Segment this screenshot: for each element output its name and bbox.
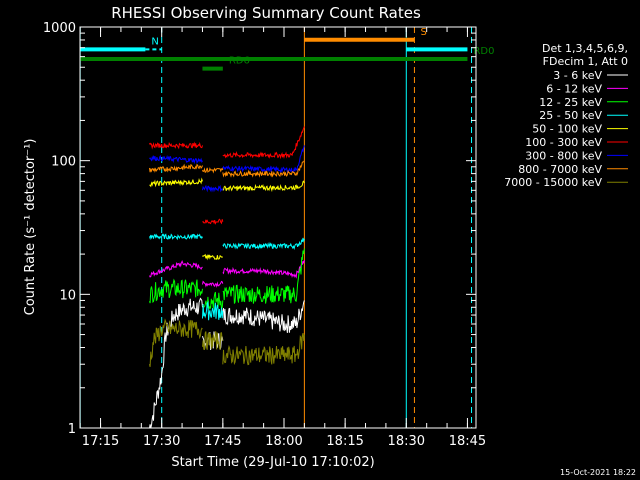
series-4-segment-2 — [222, 180, 305, 193]
legend-entry-7: 800 - 7000 keV — [518, 163, 602, 176]
series-7-segment-1 — [202, 167, 224, 174]
series-0-segment-0 — [149, 297, 203, 429]
series-4 — [149, 177, 305, 261]
series-3-segment-0 — [149, 233, 203, 241]
x-tick-label-5: 18:30 — [388, 434, 425, 449]
series-2-segment-2 — [222, 248, 305, 304]
y-tick-label-2: 100 — [51, 155, 76, 170]
flag-label-4: RD6 — [229, 56, 250, 67]
chart-title: RHESSI Observing Summary Count Rates — [111, 4, 421, 22]
series-8-segment-0 — [149, 318, 203, 368]
flag-label-2: S — [420, 27, 426, 38]
series-8-segment-1 — [202, 331, 224, 350]
series-7-segment-0 — [149, 163, 203, 173]
series-5-segment-0 — [149, 141, 203, 150]
series-8 — [149, 318, 305, 368]
series-1-segment-0 — [149, 260, 203, 278]
x-tick-label-4: 18:15 — [326, 434, 363, 449]
series-5 — [149, 126, 305, 225]
legend-entry-1: 6 - 12 keV — [546, 82, 602, 95]
legend-entry-8: 7000 - 15000 keV — [504, 176, 602, 189]
x-tick-label-1: 17:30 — [143, 434, 180, 449]
series-6 — [149, 145, 305, 193]
plot-frame — [79, 26, 477, 429]
series-7 — [149, 160, 305, 178]
series-4-segment-1 — [202, 253, 223, 261]
footer-timestamp: 15-Oct-2021 18:22 — [560, 468, 636, 477]
y-tick-label-3: 1000 — [43, 21, 76, 36]
series-6-segment-0 — [149, 154, 203, 165]
axes-layer: 1 10 100 1000 17:15 17:30 17:45 18:00 18:15 18:30… — [43, 21, 486, 449]
series-7-segment-2 — [222, 160, 305, 178]
series-3 — [149, 233, 305, 321]
legend-entry-0: 3 - 6 keV — [553, 69, 602, 82]
series-4-segment-0 — [149, 177, 203, 188]
x-tick-label-6: 18:45 — [449, 434, 486, 449]
series-8-segment-2 — [222, 332, 305, 366]
legend-entry-6: 300 - 800 keV — [525, 149, 602, 162]
series-2 — [149, 248, 305, 311]
y-axis-label: Count Rate (s⁻¹ detector⁻¹) — [23, 139, 38, 316]
y-tick-label-0: 1 — [68, 422, 76, 437]
series-5-segment-2 — [222, 126, 305, 160]
x-tick-label-0: 17:15 — [82, 434, 119, 449]
legend: Det 1,3,4,5,6,9,FDecim 1, Att 03 - 6 keV… — [504, 42, 628, 189]
legend-header-0: Det 1,3,4,5,6,9, — [542, 42, 628, 55]
series-1-segment-1 — [202, 280, 224, 288]
series-3-segment-2 — [222, 237, 305, 250]
x-tick-label-3: 18:00 — [265, 434, 302, 449]
legend-entry-5: 100 - 300 keV — [525, 136, 602, 149]
series-1-segment-2 — [222, 260, 305, 279]
flag-label-0: N — [151, 36, 158, 47]
legend-header-1: FDecim 1, Att 0 — [543, 55, 628, 68]
legend-entry-3: 25 - 50 keV — [539, 109, 602, 122]
series-0 — [149, 297, 305, 429]
legend-entry-4: 50 - 100 keV — [532, 123, 602, 136]
flag-label-3: RD0 — [473, 46, 494, 57]
series-6-segment-1 — [202, 184, 224, 193]
series-0-segment-2 — [222, 300, 305, 333]
legend-entry-2: 12 - 25 keV — [539, 96, 602, 109]
x-tick-label-2: 17:45 — [204, 434, 241, 449]
x-axis-label: Start Time (29-Jul-10 17:10:02) — [171, 455, 374, 470]
y-tick-label-1: 10 — [59, 288, 76, 303]
plot-layer: N S RD0 RD6 — [79, 27, 494, 429]
series-2-segment-1 — [202, 291, 224, 311]
series-3-segment-1 — [202, 300, 224, 321]
series-6-segment-2 — [222, 145, 305, 174]
series-1 — [149, 260, 305, 288]
series-5-segment-1 — [202, 218, 224, 225]
series-2-segment-0 — [149, 278, 203, 304]
